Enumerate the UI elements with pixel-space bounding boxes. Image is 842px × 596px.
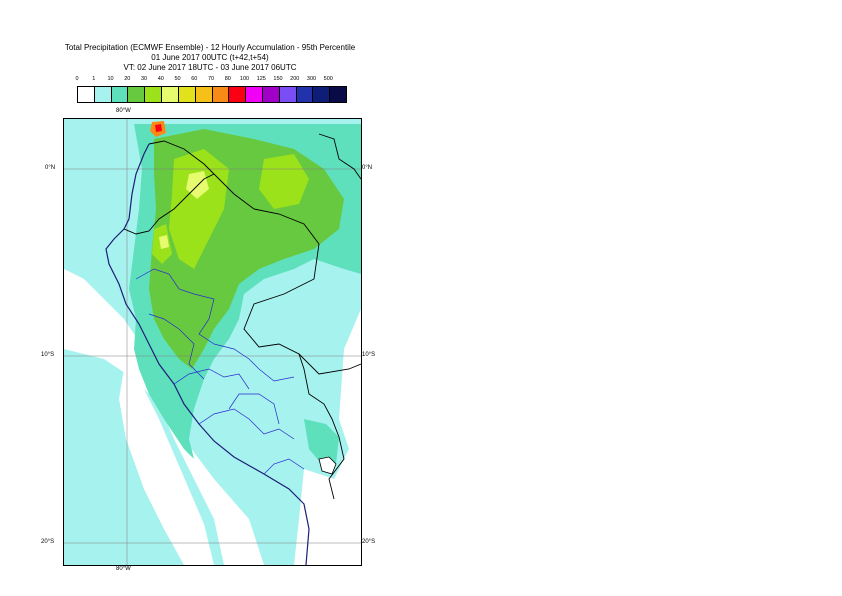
lon-label-top: 80°W (116, 108, 131, 114)
legend-swatch (145, 87, 163, 102)
legend-swatch (330, 87, 346, 102)
precip-area-30-40-b (259, 154, 309, 209)
color-legend: 0 1 10 20 30 40 50 60 70 80 100 125 150 200 300 500 (75, 76, 347, 103)
chart-title: Total Precipitation (ECMWF Ensemble) - 1… (0, 43, 420, 73)
title-line-1: Total Precipitation (ECMWF Ensemble) - 1… (64, 43, 356, 52)
lat-label-20-right: 20°S (362, 539, 376, 545)
precip-area-10-20-south (304, 419, 339, 464)
graticule (64, 119, 361, 565)
legend-swatch (195, 87, 213, 102)
legend-tick-label: 50 (174, 76, 181, 82)
lat-label-10-right: 10°S (362, 352, 376, 358)
legend-swatch (94, 87, 112, 102)
legend-tick-label: 150 (273, 76, 283, 82)
border-colombia-peru-brazil (213, 173, 345, 500)
dept-border-3 (173, 368, 250, 390)
dept-border-7 (213, 343, 295, 382)
legend-tick-label: 100 (239, 76, 250, 82)
legend-swatch (111, 87, 129, 102)
border-ecuador-peru (123, 173, 215, 235)
legend-tick-label: 0 (75, 76, 79, 82)
legend-tick-label: 80 (224, 76, 231, 82)
department-borders (135, 268, 305, 475)
coastline (105, 143, 310, 565)
legend-swatch (212, 87, 230, 102)
legend-swatch (162, 87, 179, 102)
legend-tick-label: 500 (323, 76, 333, 82)
precip-area-1-10-southwest (119, 369, 214, 565)
dept-border-6 (263, 458, 305, 475)
precip-area-40-50-b (159, 235, 169, 249)
legend-color-bar (77, 86, 347, 103)
legend-swatch (313, 87, 331, 102)
border-brazil-bolivia (298, 353, 361, 375)
map-svg (64, 119, 361, 565)
legend-swatch (246, 87, 263, 102)
precipitation-map (63, 118, 362, 566)
legend-swatch (128, 87, 146, 102)
legend-labels: 0 1 10 20 30 40 50 60 70 80 100 125 150 200 300 500 (75, 76, 347, 85)
lat-label-0-left: 0°N (45, 165, 56, 171)
lat-label-10-left: 10°S (41, 352, 55, 358)
legend-tick-label: 20 (124, 76, 131, 82)
legend-tick-label: 60 (191, 76, 198, 82)
dept-border-5 (228, 393, 280, 425)
dept-border-4 (198, 408, 295, 440)
legend-swatch (279, 87, 297, 102)
lake-titicaca (318, 456, 337, 475)
legend-tick-label: 300 (306, 76, 317, 82)
precip-area-30-40 (169, 149, 229, 269)
country-borders (123, 133, 361, 500)
legend-tick-label: 40 (157, 76, 164, 82)
legend-swatch (178, 87, 196, 102)
precip-area-80-100 (155, 124, 162, 132)
legend-tick-label: 10 (107, 76, 114, 82)
legend-swatch (296, 87, 314, 102)
legend-tick-label: 125 (256, 76, 266, 82)
lat-label-20-left: 20°S (41, 539, 55, 545)
legend-swatch (262, 87, 280, 102)
title-line-2: 01 June 2017 00UTC (t+42,t+54) (151, 53, 269, 62)
legend-tick-label: 200 (290, 76, 300, 82)
legend-tick-label: 70 (207, 76, 215, 82)
dept-border-1 (135, 268, 215, 345)
legend-swatch (78, 87, 95, 102)
lon-label-bottom: 80°W (116, 566, 131, 572)
legend-tick-label: 30 (140, 76, 148, 82)
legend-tick-label: 1 (92, 76, 96, 82)
dept-border-2 (148, 313, 205, 380)
border-colombia-venezuela (318, 133, 361, 180)
border-colombia-ecuador (148, 140, 215, 175)
title-line-3: VT: 02 June 2017 18UTC - 03 June 2017 06… (123, 63, 297, 72)
lat-label-0-right: 0°N (362, 165, 373, 171)
legend-swatch (229, 87, 247, 102)
